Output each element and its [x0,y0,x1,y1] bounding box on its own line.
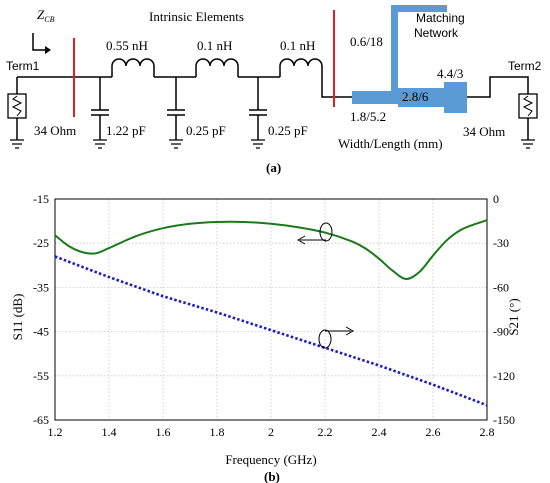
y-right-tick-label: -90 [493,325,509,339]
y-right-tick-label: -30 [493,236,509,250]
x-axis-label: Frequency (GHz) [225,452,316,467]
inductor-icon [195,58,239,77]
width-length-label: Width/Length (mm) [338,136,443,151]
plot-frame [54,198,488,421]
intrinsic-elements-label: Intrinsic Elements [149,9,244,24]
tick-labels: 1.2 1.4 1.6 1.8 2 2.2 2.4 2.6 2.8 -15 -25 -35 -45 -55… [33,192,515,439]
tl-0.6-18-label: 0.6/18 [350,34,383,49]
r2-label: 34 Ohm [463,124,505,139]
s11-axis-indicator-icon [296,222,333,245]
y-left-tick-label: -55 [33,369,49,383]
ind1-label: 0.55 nH [106,38,148,53]
grid [55,199,487,420]
cap1-label: 1.22 pF [106,123,146,138]
zcb-label: ZCB [37,7,55,24]
matching-label-line1: Matching [416,11,465,25]
y-right-tick-label: -150 [493,413,515,427]
matching-label-line2: Network [414,26,459,40]
capacitor-icon [91,77,109,149]
x-tick-label: 2.2 [318,425,333,439]
zcb-arrow-icon [32,33,51,54]
y-right-tick-label: -60 [493,280,509,294]
s11-series-line [54,219,488,281]
series-layer [54,219,488,407]
ind3-label: 0.1 nH [280,38,315,53]
caption-a: (a) [266,160,281,175]
y-left-tick-label: -15 [33,192,49,206]
r1-label: 34 Ohm [34,123,76,138]
x-tick-label: 1.8 [210,425,225,439]
inductor-icon [279,58,323,77]
x-tick-label: 2.4 [372,425,387,439]
y-right-label: S21 (°) [506,298,521,335]
term1-label: Term1 [6,59,40,73]
circuit-schematic: ZCB Intrinsic Elements Term1 34 Ohm 1.22… [6,5,542,175]
tl-2.8-6-label: 2.8/6 [402,89,429,104]
x-tick-label: 2.8 [480,425,495,439]
x-tick-label: 2 [268,425,274,439]
caption-b: (b) [264,469,280,483]
x-tick-label: 2.6 [426,425,441,439]
x-tick-label: 1.2 [48,425,63,439]
matching-network [352,5,467,113]
x-tick-label: 1.4 [102,425,117,439]
s21-series-line [54,255,488,407]
tl-1.8-5.2-label: 1.8/5.2 [350,109,386,124]
chart: 1.2 1.4 1.6 1.8 2 2.2 2.4 2.6 2.8 -15 -25 -35 -45 -55… [10,192,521,483]
capacitor-icon [249,77,267,149]
y-right-tick-label: -120 [493,369,515,383]
cap2-label: 0.25 pF [186,123,226,138]
ind2-label: 0.1 nH [197,38,232,53]
y-left-tick-label: -35 [33,280,49,294]
y-right-tick-label: 0 [493,192,499,206]
resistor-icon [7,93,27,149]
cap3-label: 0.25 pF [268,123,308,138]
resistor-icon [518,93,538,149]
term2-label: Term2 [508,59,542,73]
y-left-tick-label: -45 [33,325,49,339]
x-tick-label: 1.6 [156,425,171,439]
capacitor-icon [167,77,185,149]
inductor-icon [111,58,155,77]
y-left-label: S11 (dB) [10,294,25,341]
s21-axis-indicator-icon [318,326,355,349]
y-left-tick-label: -65 [33,413,49,427]
y-left-tick-label: -25 [33,236,49,250]
tl-4.4-3-label: 4.4/3 [437,66,463,81]
